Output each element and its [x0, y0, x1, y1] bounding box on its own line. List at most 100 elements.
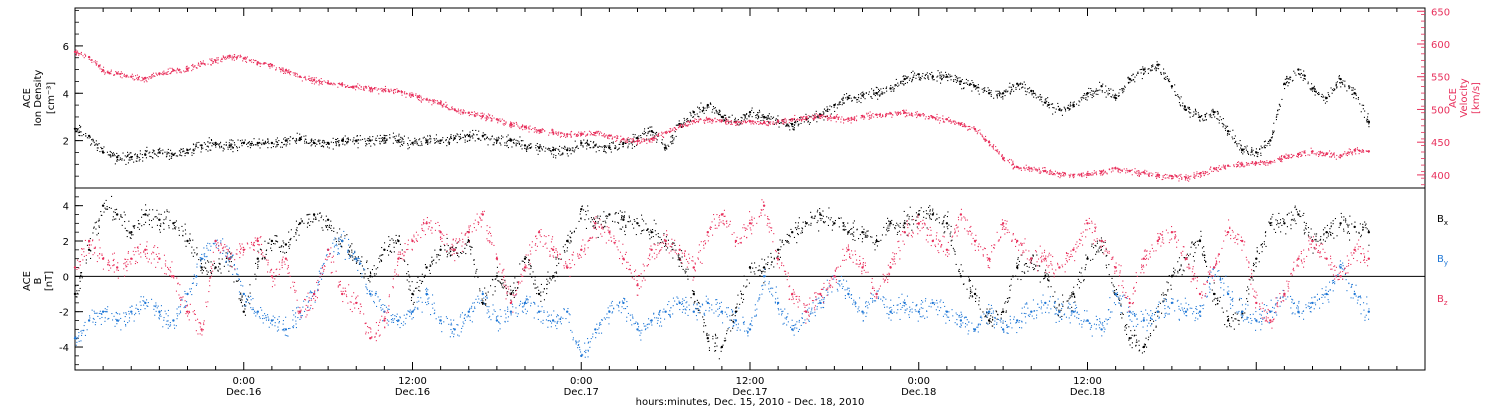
velocity-point-cloud-sample: [436, 103, 438, 105]
velocity-point-cloud-sample: [109, 72, 111, 74]
velocity-point-cloud-sample: [1089, 173, 1091, 175]
density-point-cloud-sample: [1195, 109, 1197, 111]
density-point-cloud-sample: [1012, 84, 1014, 86]
velocity-point-cloud-sample: [837, 117, 839, 119]
density-point-cloud-sample: [348, 138, 350, 140]
density-point-cloud-sample: [378, 137, 380, 139]
density-point-cloud-sample: [189, 149, 191, 151]
density-point-cloud-sample: [595, 151, 597, 153]
velocity-point-cloud-sample: [644, 140, 646, 142]
velocity-point-cloud-sample: [1355, 153, 1357, 155]
density-point-cloud-sample: [561, 154, 563, 156]
density-point-cloud-sample: [496, 142, 498, 144]
velocity-point-cloud-sample: [75, 54, 77, 56]
velocity-point-cloud-sample: [296, 72, 298, 74]
density-point-cloud-sample: [180, 148, 182, 150]
density-point-cloud-sample: [1143, 73, 1145, 75]
density-point-cloud-sample: [564, 148, 566, 150]
density-point-cloud-sample: [936, 76, 938, 78]
bx-point-cloud-sample: [240, 293, 242, 295]
bx-point-cloud-sample: [145, 209, 147, 211]
velocity-point-cloud-sample: [1011, 164, 1013, 166]
density-point-cloud-sample: [749, 114, 751, 116]
velocity-point-cloud-sample: [696, 121, 698, 123]
velocity-point-cloud-sample: [1127, 171, 1129, 173]
velocity-point-cloud-sample: [866, 112, 868, 114]
density-point-cloud-sample: [799, 117, 801, 119]
velocity-point-cloud-sample: [245, 57, 247, 59]
density-point-cloud-sample: [1288, 82, 1290, 84]
bx-point-cloud-point: [256, 257, 259, 260]
density-point-cloud-sample: [701, 111, 703, 113]
velocity-point-cloud-sample: [1203, 175, 1205, 177]
velocity-point-cloud-sample: [896, 113, 898, 115]
density-point-cloud-sample: [766, 116, 768, 118]
velocity-point-cloud-sample: [656, 135, 658, 137]
velocity-point-cloud-sample: [372, 88, 374, 90]
velocity-point-cloud-sample: [481, 117, 483, 119]
velocity-point-cloud-sample: [212, 61, 214, 63]
bx-point-cloud-sample: [255, 278, 257, 280]
density-point-cloud-sample: [797, 125, 799, 127]
density-point-cloud-sample: [110, 151, 112, 153]
velocity-point-cloud-sample: [224, 57, 226, 59]
density-point-cloud-sample: [1007, 90, 1009, 92]
velocity-point-cloud-sample: [1031, 168, 1033, 170]
bx-point-cloud-sample: [152, 218, 154, 220]
velocity-point-cloud-sample: [784, 117, 786, 119]
density-point-cloud-sample: [1182, 105, 1184, 107]
velocity-point-cloud-sample: [1347, 152, 1349, 154]
velocity-point-cloud-sample: [167, 71, 169, 73]
velocity-point-cloud-sample: [1193, 174, 1195, 176]
velocity-point-cloud-sample: [919, 114, 921, 116]
density-point-cloud-sample: [675, 135, 677, 137]
velocity-point-cloud-sample: [954, 120, 956, 122]
velocity-point-cloud-sample: [332, 84, 334, 86]
density-point-cloud-sample: [1353, 97, 1355, 99]
density-point-cloud-sample: [510, 138, 512, 140]
velocity-point-cloud-sample: [1187, 177, 1189, 179]
velocity-point-cloud-sample: [652, 137, 654, 139]
density-point-cloud-sample: [528, 144, 530, 146]
velocity-tick-label: 600: [1431, 40, 1450, 51]
density-point-cloud-sample: [1171, 87, 1173, 89]
velocity-point-cloud-sample: [1345, 154, 1347, 156]
density-point-cloud-sample: [818, 117, 820, 119]
density-point-cloud-sample: [106, 151, 108, 153]
density-point-cloud-sample: [592, 142, 594, 144]
density-point-cloud-sample: [665, 148, 667, 150]
velocity-point-cloud-sample: [152, 72, 154, 74]
velocity-point-cloud-point: [1044, 169, 1047, 173]
density-point-cloud-sample: [983, 89, 985, 91]
density-point-cloud-sample: [1264, 144, 1266, 146]
density-point-cloud-sample: [111, 153, 113, 155]
velocity-point-cloud-sample: [746, 122, 748, 124]
density-point-cloud-sample: [1035, 97, 1037, 99]
density-point-cloud-sample: [1155, 67, 1157, 69]
density-point-cloud-sample: [518, 141, 520, 143]
velocity-point-cloud-sample: [458, 110, 460, 112]
velocity-point-cloud-sample: [1318, 155, 1320, 157]
velocity-point-cloud-sample: [916, 115, 918, 117]
density-point-cloud-sample: [846, 93, 848, 95]
bx-point-cloud-sample: [230, 261, 232, 263]
density-point-cloud-sample: [1006, 91, 1008, 93]
velocity-point-cloud-sample: [287, 70, 289, 72]
bx-point-cloud-sample: [181, 225, 183, 227]
velocity-point-cloud-sample: [661, 131, 663, 133]
density-point-cloud-sample: [192, 143, 194, 145]
density-point-cloud-sample: [1331, 89, 1333, 91]
velocity-point-cloud-sample: [442, 104, 444, 106]
velocity-point-cloud-sample: [596, 130, 598, 132]
density-point-cloud-point: [495, 139, 499, 142]
density-point-cloud-sample: [1327, 92, 1329, 94]
density-point-cloud-sample: [219, 147, 221, 149]
velocity-point-cloud-sample: [578, 131, 580, 133]
density-point-cloud-sample: [1089, 92, 1091, 94]
velocity-point-cloud-sample: [592, 134, 594, 136]
velocity-point-cloud-sample: [167, 73, 169, 75]
bx-point-cloud-sample: [100, 214, 102, 216]
velocity-point-cloud-sample: [669, 128, 671, 130]
bx-point-cloud-sample: [219, 263, 221, 265]
density-point-cloud-sample: [1156, 67, 1158, 69]
